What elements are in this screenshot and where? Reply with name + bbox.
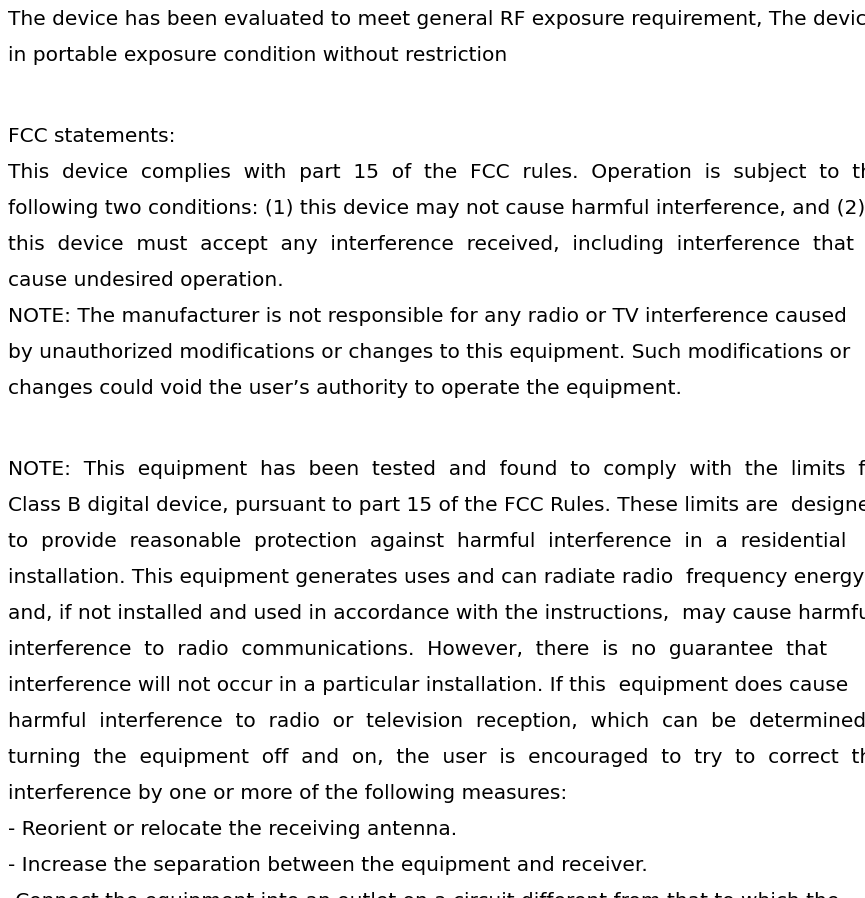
Text: NOTE: The manufacturer is not responsible for any radio or TV interference cause: NOTE: The manufacturer is not responsibl… <box>8 307 847 326</box>
Text: The device has been evaluated to meet general RF exposure requirement, The devic: The device has been evaluated to meet ge… <box>8 10 865 29</box>
Text: interference  to  radio  communications.  However,  there  is  no  guarantee  th: interference to radio communications. Ho… <box>8 640 827 659</box>
Text: ‐Connect the equipment into an outlet on a circuit different from that to which : ‐Connect the equipment into an outlet on… <box>8 892 839 898</box>
Text: This  device  complies  with  part  15  of  the  FCC  rules.  Operation  is  sub: This device complies with part 15 of the… <box>8 163 865 182</box>
Text: ‐ Reorient or relocate the receiving antenna.: ‐ Reorient or relocate the receiving ant… <box>8 820 457 839</box>
Text: following two conditions: (1) this device may not cause harmful interference, an: following two conditions: (1) this devic… <box>8 199 865 218</box>
Text: interference by one or more of the following measures:: interference by one or more of the follo… <box>8 784 567 803</box>
Text: to  provide  reasonable  protection  against  harmful  interference  in  a  resi: to provide reasonable protection against… <box>8 532 846 551</box>
Text: this  device  must  accept  any  interference  received,  including  interferenc: this device must accept any interference… <box>8 235 865 254</box>
Text: FCC statements:: FCC statements: <box>8 127 176 146</box>
Text: in portable exposure condition without restriction: in portable exposure condition without r… <box>8 46 507 65</box>
Text: changes could void the user’s authority to operate the equipment.: changes could void the user’s authority … <box>8 379 682 398</box>
Text: ‐ Increase the separation between the equipment and receiver.: ‐ Increase the separation between the eq… <box>8 856 648 875</box>
Text: harmful  interference  to  radio  or  television  reception,  which  can  be  de: harmful interference to radio or televis… <box>8 712 865 731</box>
Text: Class B digital device, pursuant to part 15 of the FCC Rules. These limits are  : Class B digital device, pursuant to part… <box>8 496 865 515</box>
Text: cause undesired operation.: cause undesired operation. <box>8 271 284 290</box>
Text: by unauthorized modifications or changes to this equipment. Such modifications o: by unauthorized modifications or changes… <box>8 343 850 362</box>
Text: interference will not occur in a particular installation. If this  equipment doe: interference will not occur in a particu… <box>8 676 849 695</box>
Text: installation. This equipment generates uses and can radiate radio  frequency ene: installation. This equipment generates u… <box>8 568 864 587</box>
Text: turning  the  equipment  off  and  on,  the  user  is  encouraged  to  try  to  : turning the equipment off and on, the us… <box>8 748 865 767</box>
Text: and, if not installed and used in accordance with the instructions,  may cause h: and, if not installed and used in accord… <box>8 604 865 623</box>
Text: NOTE:  This  equipment  has  been  tested  and  found  to  comply  with  the  li: NOTE: This equipment has been tested and… <box>8 460 865 479</box>
